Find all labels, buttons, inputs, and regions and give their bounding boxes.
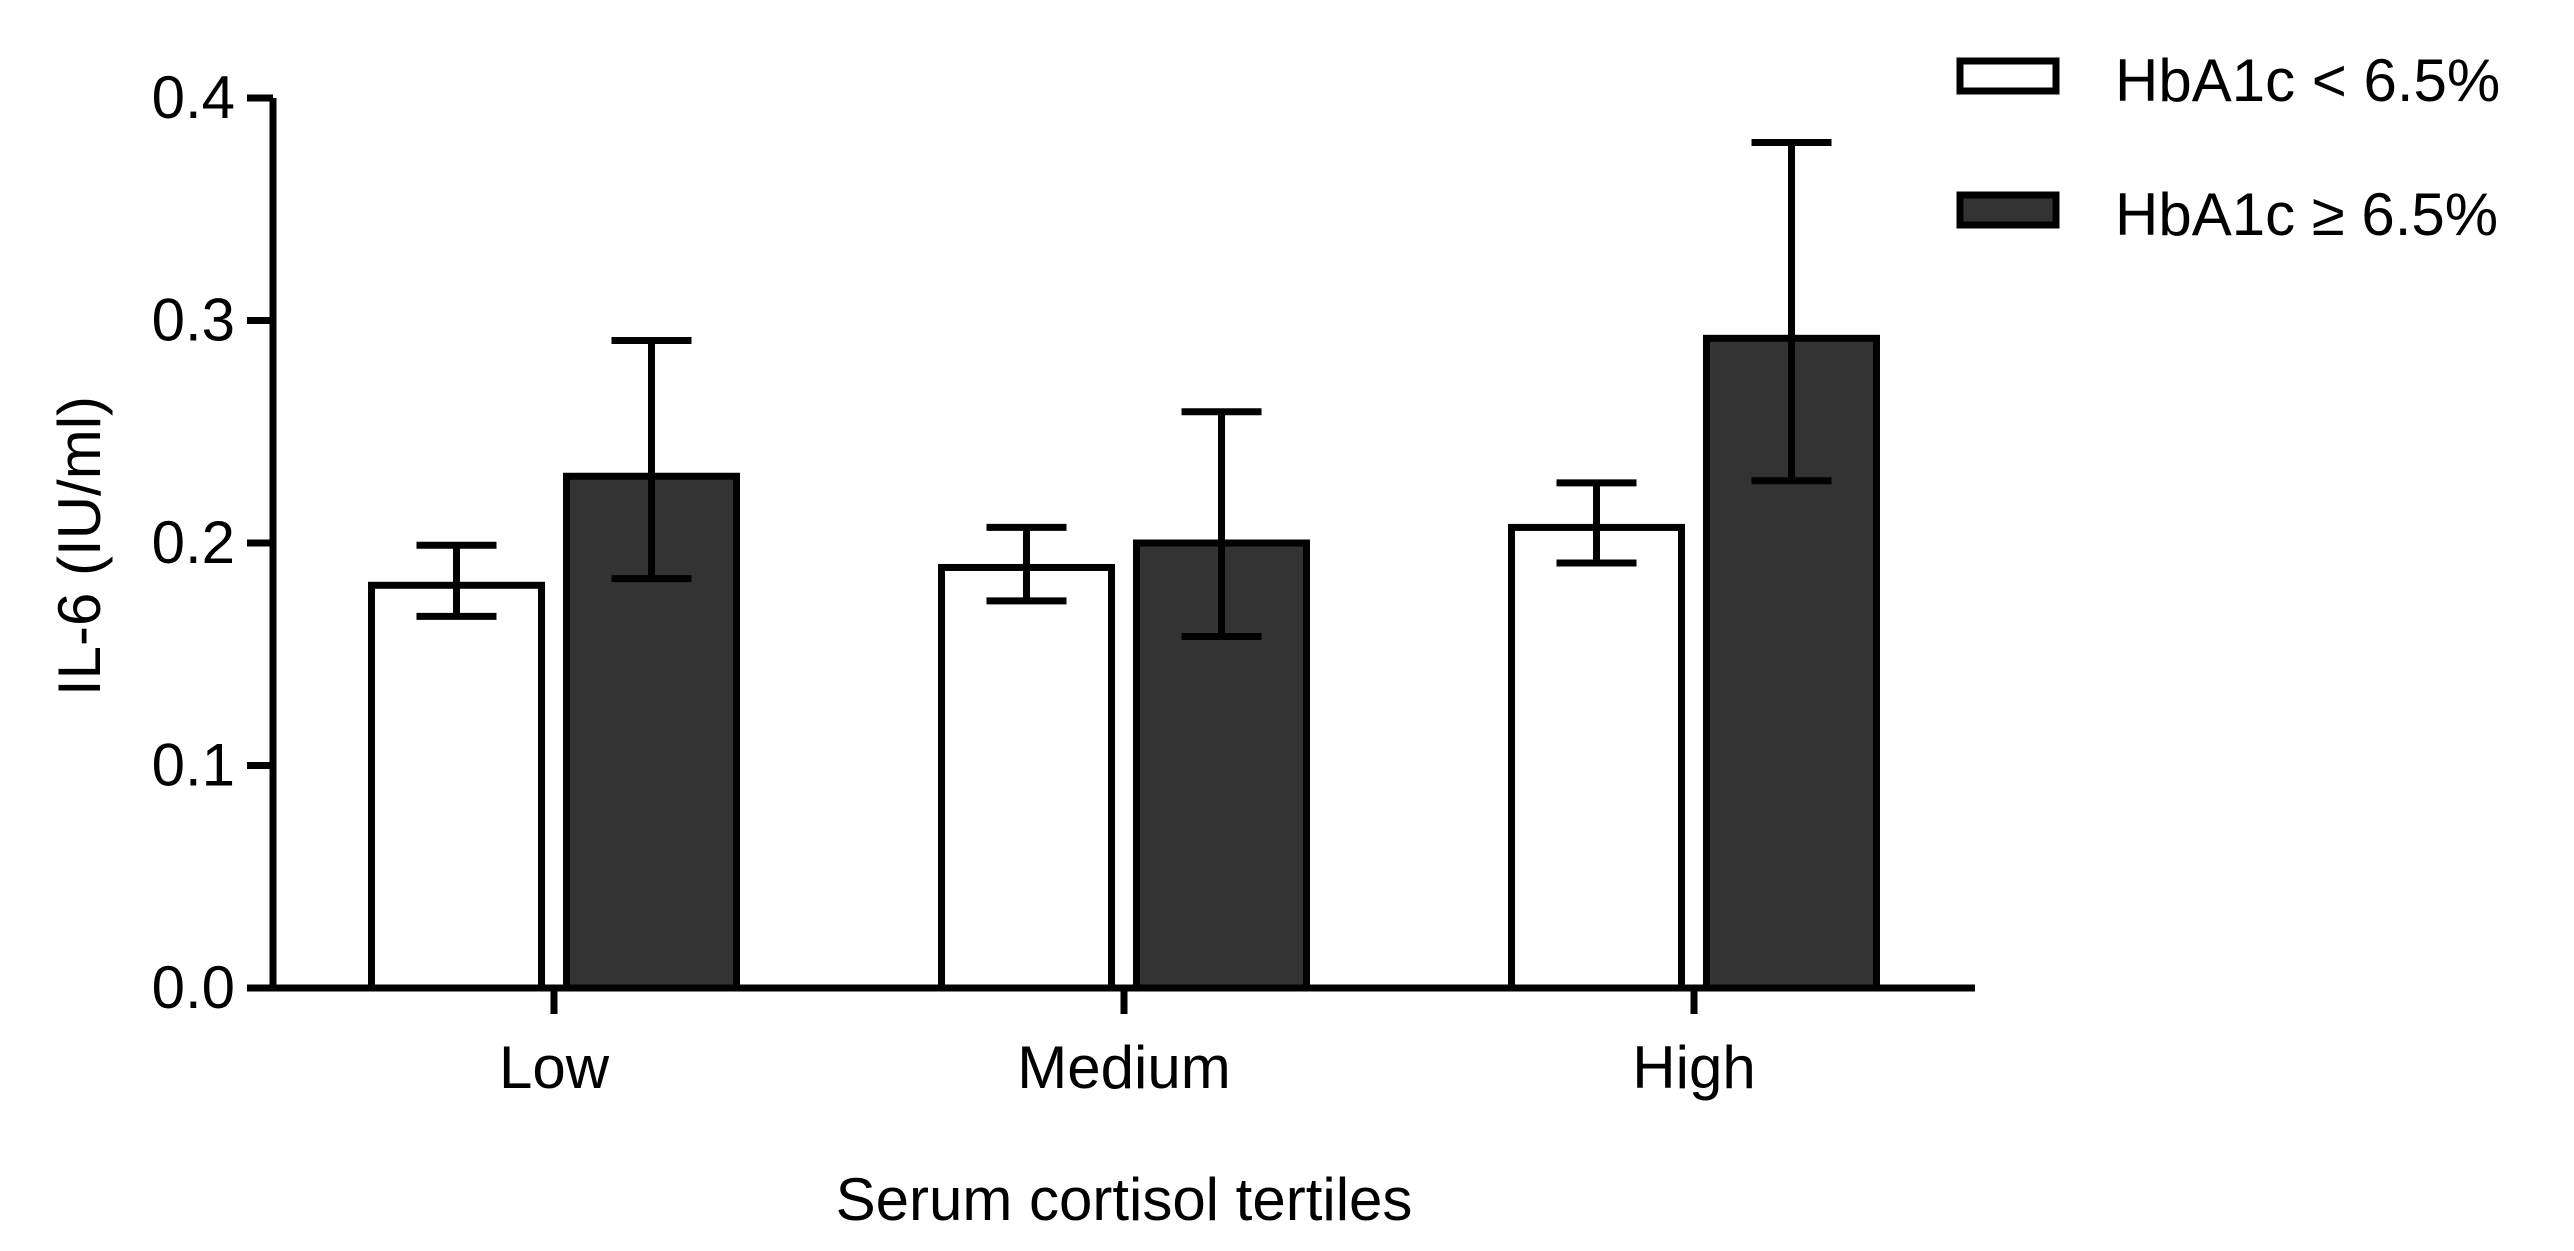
bar: [1508, 523, 1685, 992]
y-tick-label: 0.2: [152, 509, 235, 576]
legend-label-1: HbA1c < 6.5%: [2115, 47, 2500, 114]
bar: [368, 581, 545, 992]
y-ticks: 0.0 0.1 0.2 0.3 0.4: [152, 64, 273, 1021]
legend-swatch-2: [1956, 191, 2060, 229]
y-tick-label: 0.0: [152, 954, 235, 1021]
y-tick-label: 0.3: [152, 287, 235, 354]
x-axis-title: Serum cortisol tertiles: [836, 1166, 1413, 1233]
y-tick-label: 0.1: [152, 732, 235, 799]
legend-label-2: HbA1c ≥ 6.5%: [2115, 181, 2498, 248]
bars-layer: [368, 334, 1880, 992]
x-tick-label: Low: [499, 1034, 610, 1101]
errorbars-layer: [416, 139, 1832, 640]
x-ticks: Low Medium High: [499, 988, 1756, 1101]
legend-swatch-1: [1956, 57, 2060, 95]
x-tick-label: Medium: [1017, 1034, 1230, 1101]
bar: [938, 563, 1115, 992]
x-tick-label: High: [1632, 1034, 1755, 1101]
y-tick-label: 0.4: [152, 64, 235, 131]
y-axis-title: IL-6 (IU/ml): [46, 396, 113, 696]
legend: HbA1c < 6.5% HbA1c ≥ 6.5%: [1956, 47, 2500, 248]
